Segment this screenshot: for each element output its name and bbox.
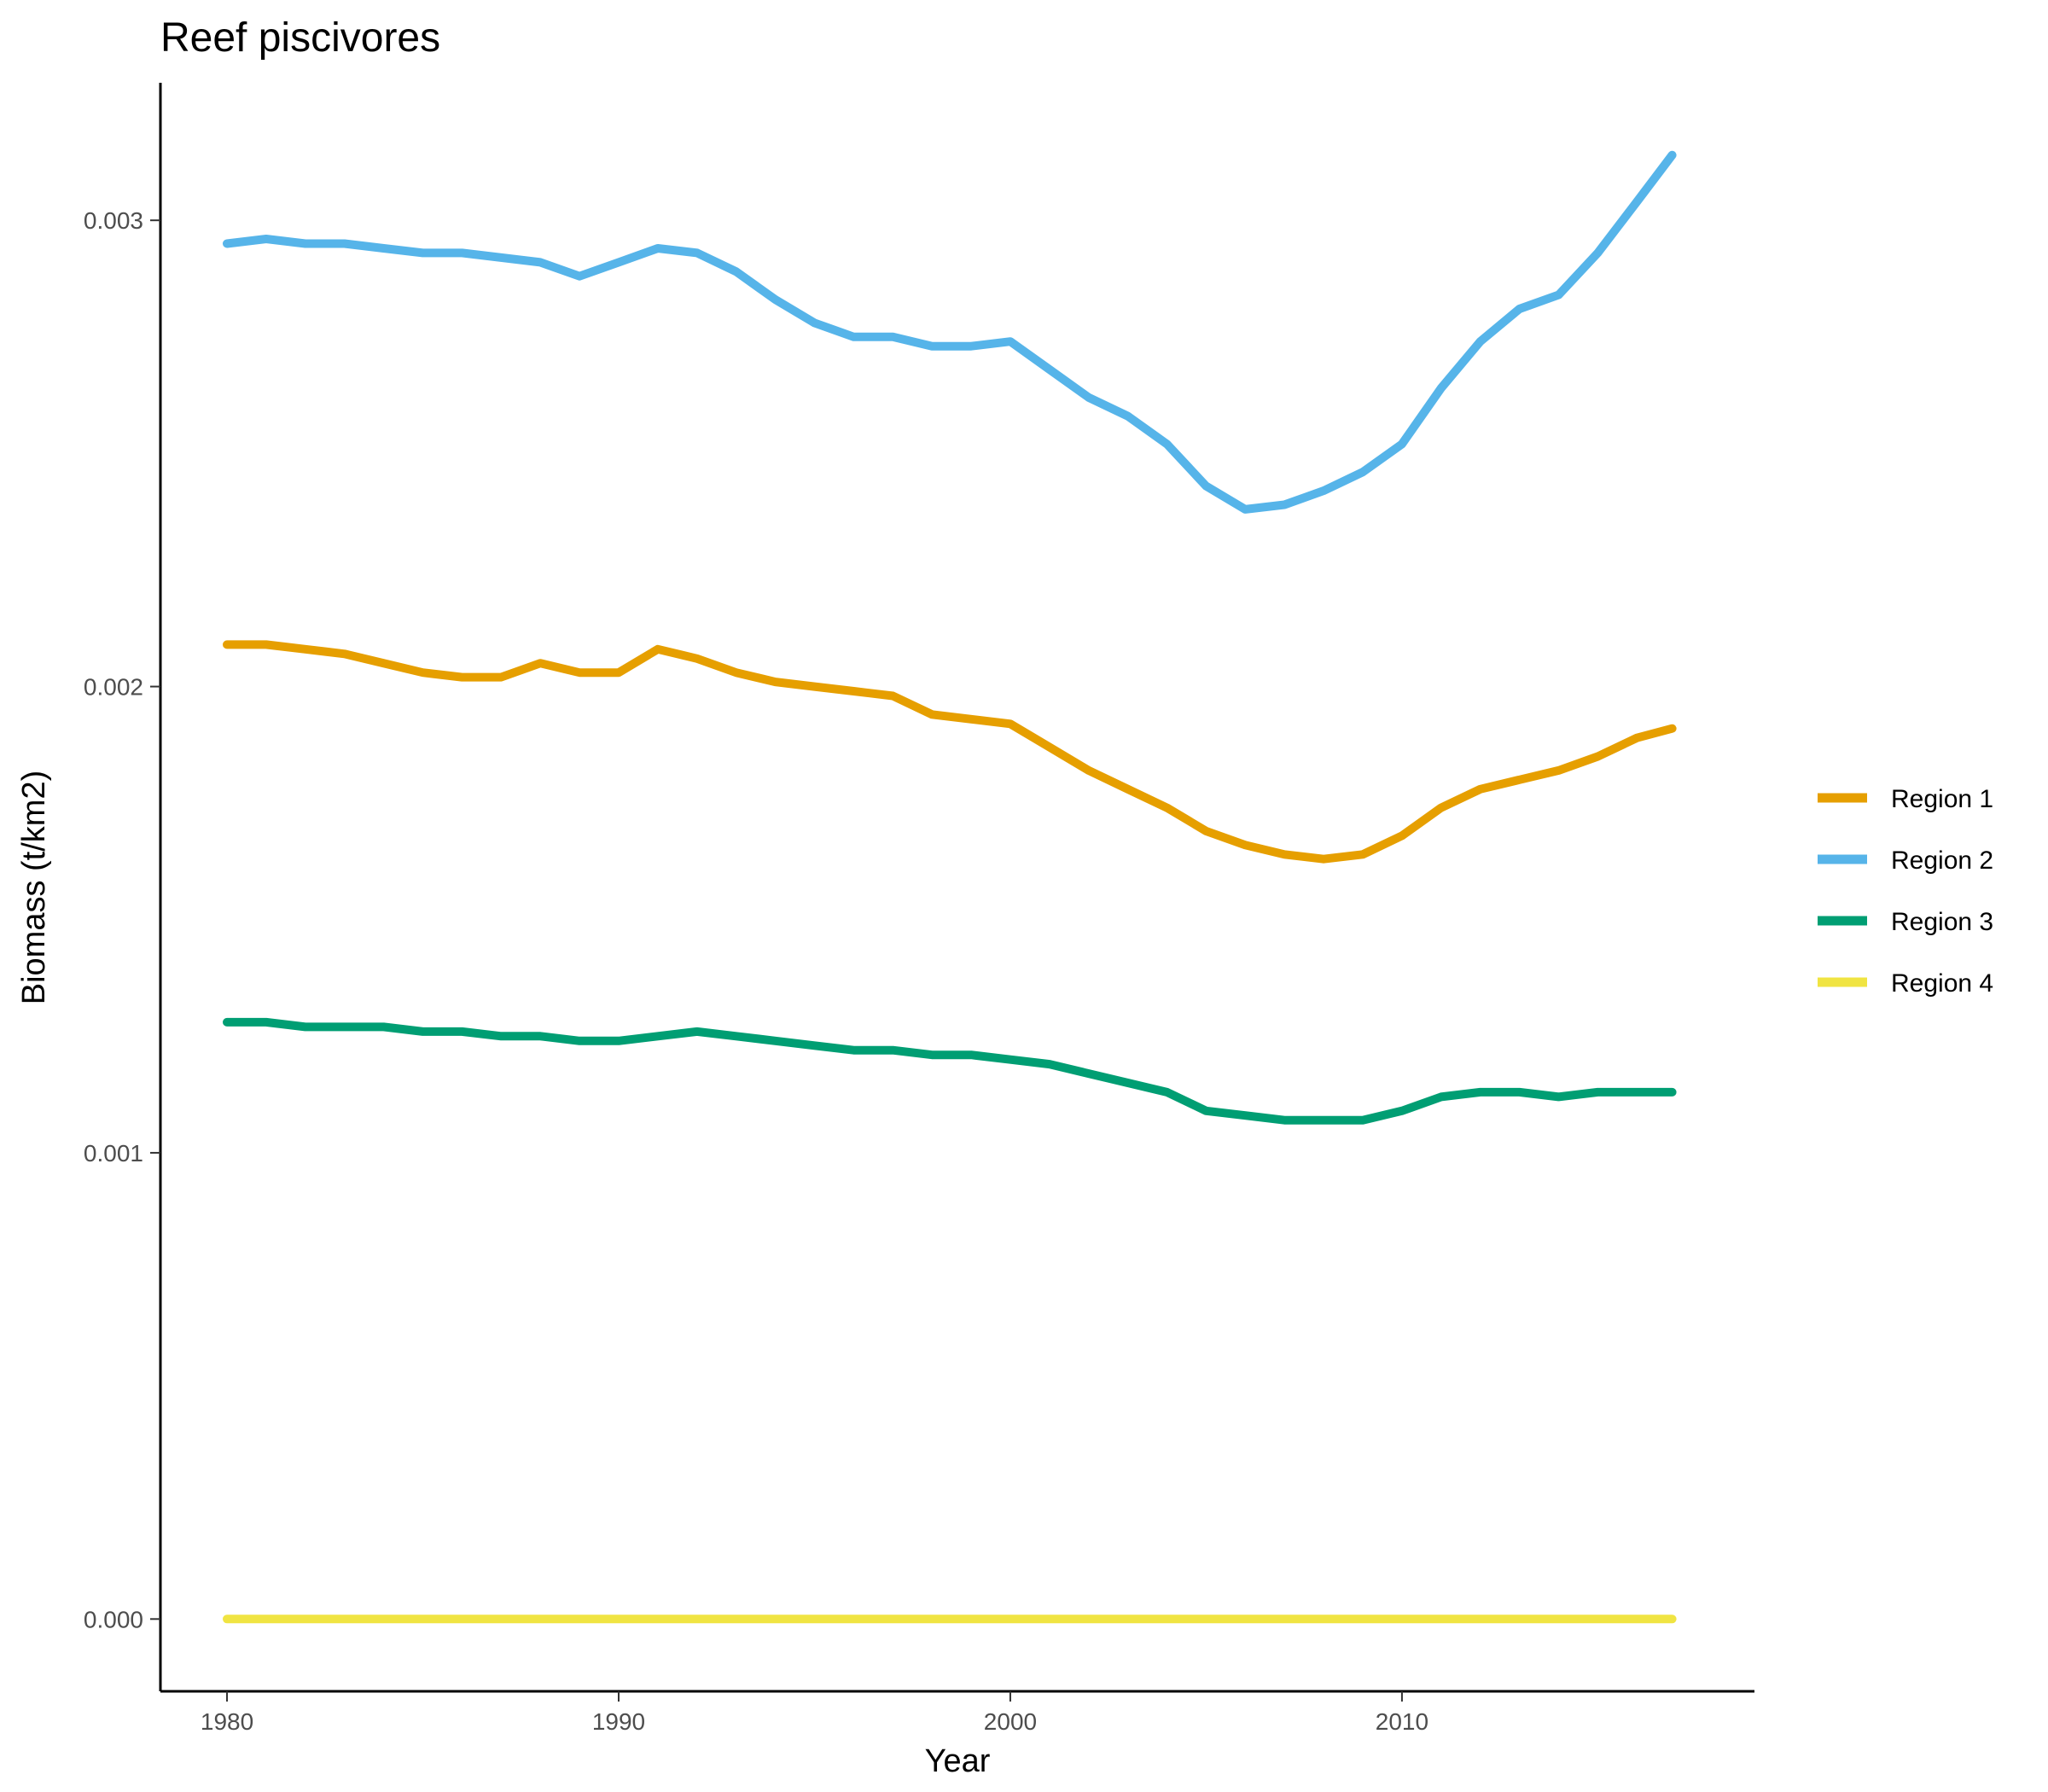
legend-label: Region 3	[1891, 908, 1993, 936]
legend-label: Region 4	[1891, 969, 1993, 998]
y-tick-label: 0.003	[84, 207, 143, 234]
series-line-region-1	[223, 640, 1677, 864]
y-tick-label: 0.002	[84, 674, 143, 701]
series-line-region-3	[223, 1017, 1677, 1125]
legend: Region 1 Region 2 Region 3 Region 4	[1818, 785, 1993, 998]
x-tick-label: 2010	[1376, 1708, 1428, 1735]
legend-label: Region 2	[1891, 847, 1993, 875]
series-line-region-2	[223, 150, 1677, 514]
x-tick-label: 2000	[984, 1708, 1037, 1735]
y-tick-label: 0.001	[84, 1140, 143, 1167]
y-axis-title: Biomass (t/km2)	[16, 771, 52, 1004]
y-tick-label: 0.000	[84, 1606, 143, 1632]
plot-lines	[223, 150, 1677, 1624]
legend-label: Region 1	[1891, 785, 1993, 813]
y-axis-ticks: 0.000 0.001 0.002 0.003	[84, 207, 160, 1632]
x-tick-label: 1980	[201, 1708, 253, 1735]
x-tick-label: 1990	[592, 1708, 645, 1735]
x-axis-ticks: 1980 1990 2000 2010	[201, 1691, 1428, 1735]
chart-title: Reef piscivores	[160, 15, 440, 61]
x-axis-title: Year	[925, 1743, 991, 1779]
